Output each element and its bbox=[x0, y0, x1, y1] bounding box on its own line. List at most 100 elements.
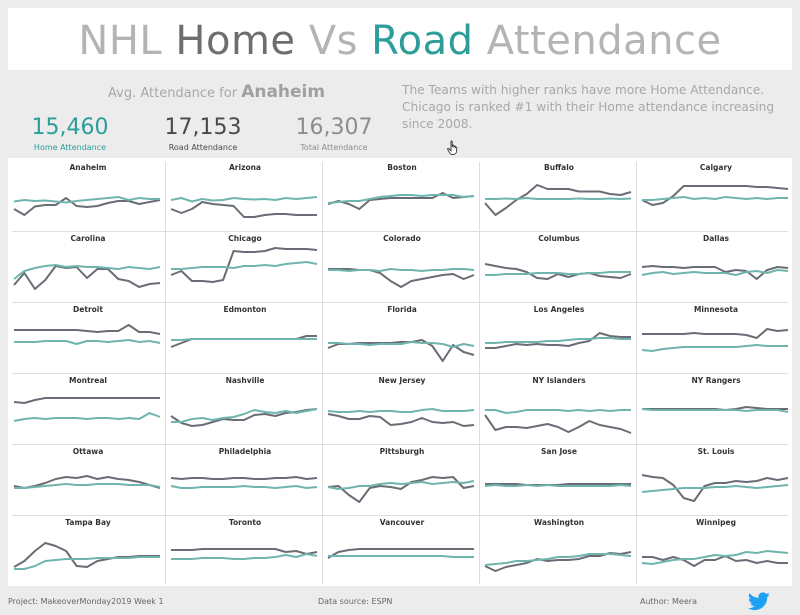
team-line-chart bbox=[484, 551, 632, 572]
team-panel[interactable]: NY Islanders bbox=[481, 373, 637, 444]
road-attendance-line bbox=[328, 268, 475, 288]
team-line-chart bbox=[327, 548, 474, 559]
team-line-chart bbox=[13, 264, 161, 290]
twitter-icon[interactable] bbox=[748, 592, 770, 611]
home-attendance-line bbox=[641, 269, 789, 276]
home-attendance-line bbox=[13, 196, 160, 204]
team-panel[interactable]: Winnipeg bbox=[638, 515, 794, 586]
title-part-road: Road bbox=[371, 18, 474, 64]
team-panel[interactable]: New Jersey bbox=[324, 373, 480, 444]
kpi-home-value: 15,460 bbox=[31, 115, 109, 140]
ranking-note: The Teams with higher ranks have more Ho… bbox=[402, 83, 775, 131]
team-panel[interactable]: San Jose bbox=[481, 444, 637, 515]
team-panel[interactable]: Buffalo bbox=[481, 160, 637, 231]
team-panel[interactable]: Florida bbox=[324, 302, 480, 373]
team-panel-title: Nashville bbox=[225, 376, 265, 385]
home-attendance-line bbox=[328, 341, 475, 348]
team-panel[interactable]: Boston bbox=[324, 160, 480, 231]
home-attendance-line bbox=[484, 484, 632, 487]
team-panel[interactable]: Ottawa bbox=[10, 444, 166, 515]
footer-source: Data source: ESPN bbox=[318, 597, 393, 606]
team-panel-title: Pittsburgh bbox=[379, 447, 425, 456]
team-line-chart bbox=[641, 265, 789, 280]
team-panel[interactable]: Tampa Bay bbox=[10, 515, 166, 586]
team-panel-title: Ottawa bbox=[72, 447, 104, 456]
title-part-home: Home bbox=[175, 18, 296, 64]
road-attendance-line bbox=[171, 548, 318, 555]
home-attendance-line bbox=[171, 338, 317, 341]
home-attendance-line bbox=[485, 409, 631, 414]
footer: Project: MakeoverMonday2019 Week 1 Data … bbox=[0, 592, 800, 615]
team-panel[interactable]: Colorado bbox=[324, 231, 480, 302]
team-panel-title: Philadelphia bbox=[218, 447, 272, 456]
road-attendance-line bbox=[484, 414, 632, 434]
team-panel[interactable]: Edmonton bbox=[167, 302, 323, 373]
team-line-chart bbox=[484, 409, 632, 434]
team-panel[interactable]: Carolina bbox=[10, 231, 166, 302]
road-attendance-line bbox=[170, 201, 317, 218]
team-panel[interactable]: Chicago bbox=[167, 231, 323, 302]
team-panel[interactable]: Washington bbox=[481, 515, 637, 586]
kpi-home-label: Home Attendance bbox=[33, 143, 107, 152]
home-attendance-line bbox=[14, 556, 160, 570]
kpi-road-attendance: 17,153 Road Attendance bbox=[143, 114, 263, 152]
kpi-total-label: Total Attendance bbox=[300, 143, 368, 152]
team-panel[interactable]: Toronto bbox=[167, 515, 323, 586]
team-line-chart bbox=[13, 475, 161, 489]
kpi-road-label: Road Attendance bbox=[168, 143, 238, 152]
team-panel-title: San Jose bbox=[541, 447, 577, 456]
team-panel-title: Tampa Bay bbox=[65, 518, 111, 527]
row-divider bbox=[12, 515, 788, 516]
team-panel[interactable]: Calgary bbox=[638, 160, 794, 231]
team-panel[interactable]: NY Rangers bbox=[638, 373, 794, 444]
team-panel[interactable]: Vancouver bbox=[324, 515, 480, 586]
kpi-road-value: 17,153 bbox=[164, 115, 242, 140]
footer-author: Author: Meera bbox=[640, 597, 697, 606]
home-attendance-line bbox=[485, 197, 632, 200]
home-attendance-line bbox=[170, 485, 318, 489]
team-panel[interactable]: Dallas bbox=[638, 231, 794, 302]
team-panel[interactable]: St. Louis bbox=[638, 444, 794, 515]
team-panel-title: Edmonton bbox=[223, 305, 267, 314]
home-attendance-line bbox=[327, 194, 475, 204]
team-line-chart bbox=[484, 263, 632, 280]
home-attendance-line bbox=[327, 480, 475, 490]
home-attendance-line bbox=[328, 268, 475, 272]
team-panel[interactable]: Nashville bbox=[167, 373, 323, 444]
team-line-chart bbox=[328, 268, 475, 288]
team-panel-title: Dallas bbox=[703, 234, 729, 243]
home-attendance-line bbox=[485, 337, 631, 344]
road-attendance-line bbox=[327, 192, 475, 210]
title-part-attendance: Attendance bbox=[473, 18, 722, 64]
road-attendance-line bbox=[327, 413, 475, 427]
team-panel[interactable]: Detroit bbox=[10, 302, 166, 373]
home-attendance-line bbox=[641, 550, 789, 565]
team-line-chart bbox=[641, 328, 789, 352]
road-attendance-line bbox=[485, 483, 631, 486]
home-attendance-line bbox=[14, 339, 161, 345]
team-panel[interactable]: Arizona bbox=[167, 160, 323, 231]
team-panel[interactable]: Montreal bbox=[10, 373, 166, 444]
team-line-chart bbox=[14, 324, 161, 345]
team-line-chart bbox=[170, 335, 317, 348]
road-attendance-line bbox=[327, 548, 474, 559]
team-panel[interactable]: Columbus bbox=[481, 231, 637, 302]
team-panel-title: Boston bbox=[387, 163, 417, 172]
home-attendance-line bbox=[641, 484, 789, 493]
team-panel-title: NY Islanders bbox=[532, 376, 586, 385]
hand-pointer-icon bbox=[447, 140, 458, 155]
team-panel-title: Toronto bbox=[228, 518, 262, 527]
team-panel[interactable]: Los Angeles bbox=[481, 302, 637, 373]
team-panel-title: Buffalo bbox=[544, 163, 574, 172]
team-panel-title: Montreal bbox=[69, 376, 107, 385]
team-panel[interactable]: Pittsburgh bbox=[324, 444, 480, 515]
team-line-chart bbox=[327, 339, 475, 362]
team-line-chart bbox=[170, 408, 318, 427]
home-attendance-line bbox=[641, 408, 789, 413]
team-panel[interactable]: Minnesota bbox=[638, 302, 794, 373]
team-panel[interactable]: Philadelphia bbox=[167, 444, 323, 515]
team-line-chart bbox=[327, 192, 475, 210]
team-panel[interactable]: Anaheim bbox=[10, 160, 166, 231]
row-divider bbox=[12, 302, 788, 303]
road-attendance-line bbox=[642, 555, 788, 567]
